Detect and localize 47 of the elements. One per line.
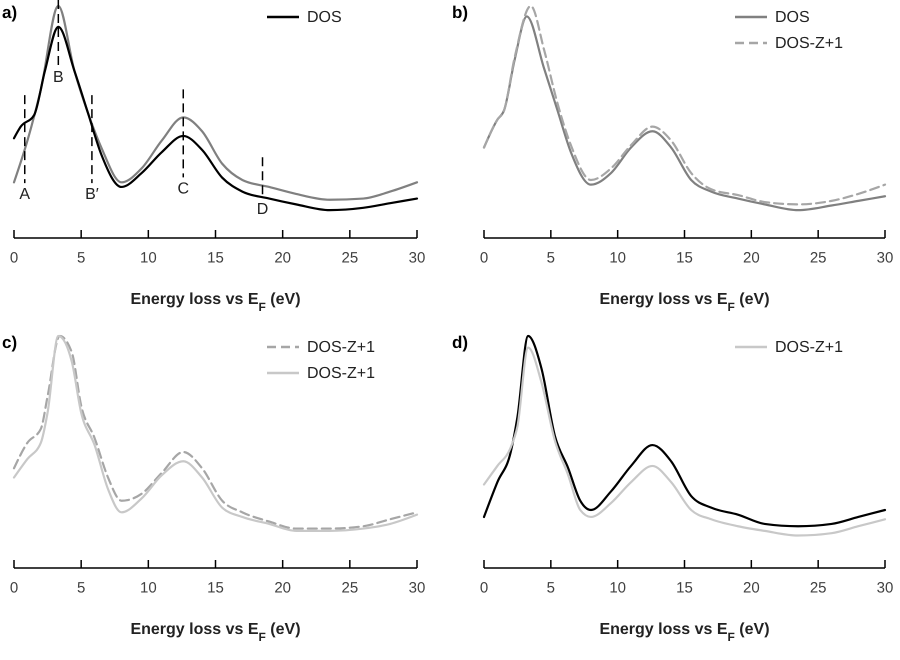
x-tick-label: 30 <box>408 250 426 267</box>
chart-title: c) <box>2 333 18 352</box>
ref-line-label: C <box>177 180 190 198</box>
x-tick-label: 15 <box>207 250 224 267</box>
ref-line-label: A <box>19 186 30 204</box>
ref-line-label: B′ <box>85 186 99 204</box>
x-tick-label: 20 <box>274 250 292 267</box>
x-tick-label: 0 <box>480 580 488 597</box>
x-tick-label: 10 <box>140 250 157 267</box>
x-axis-title: Energy loss vs E$_{F}$ (eV) <box>130 621 301 644</box>
x-tick-label: 20 <box>274 580 292 597</box>
x-tick-label: 20 <box>742 580 760 597</box>
chart-title: b) <box>452 3 468 22</box>
x-tick-label: 15 <box>676 250 693 267</box>
legend-label: DOS <box>307 9 342 26</box>
x-axis-title: Energy loss vs E$_{F}$ (eV) <box>599 621 770 644</box>
x-tick-label: 5 <box>76 250 86 267</box>
x-tick-label: 10 <box>609 250 626 267</box>
x-tick-label: 30 <box>876 580 894 597</box>
x-tick-label: 5 <box>546 580 556 597</box>
x-tick-label: 25 <box>810 580 827 597</box>
x-tick-label: 25 <box>341 580 358 597</box>
chart-title: a) <box>2 3 18 22</box>
legend-label: DOS <box>775 9 810 26</box>
x-tick-label: 15 <box>207 580 224 597</box>
legend-label: DOS-Z+1 <box>775 339 844 356</box>
legend-label: DOS-Z+1 <box>307 365 376 382</box>
x-tick-label: 5 <box>76 580 86 597</box>
x-tick-label: 20 <box>742 250 760 267</box>
x-tick-label: 25 <box>810 250 827 267</box>
x-tick-label: 25 <box>341 250 358 267</box>
x-tick-label: 0 <box>480 250 488 267</box>
x-axis-title: Energy loss vs E$_{F}$ (eV) <box>130 291 301 314</box>
legend-label: DOS-Z+1 <box>307 339 376 356</box>
legend-label: DOS-Z+1 <box>775 35 844 52</box>
ref-line-label: D <box>256 201 268 218</box>
x-tick-label: 15 <box>676 580 693 597</box>
x-tick-label: 10 <box>140 580 157 597</box>
ref-line-label: B <box>52 69 64 86</box>
x-tick-label: 30 <box>408 580 426 597</box>
x-tick-label: 10 <box>609 580 626 597</box>
x-tick-label: 5 <box>546 250 556 267</box>
x-tick-label: 0 <box>10 580 18 597</box>
x-tick-label: 0 <box>10 250 18 267</box>
chart-title: d) <box>452 333 468 352</box>
x-tick-label: 30 <box>876 250 894 267</box>
x-axis-title: Energy loss vs E$_{F}$ (eV) <box>599 291 770 314</box>
